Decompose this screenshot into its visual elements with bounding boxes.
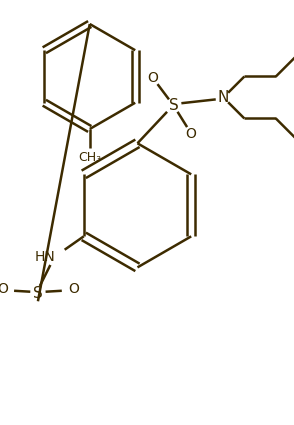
Text: O: O: [0, 282, 8, 296]
Text: CH₃: CH₃: [78, 151, 101, 164]
Text: O: O: [186, 127, 196, 141]
Text: O: O: [68, 282, 79, 296]
Text: N: N: [218, 90, 229, 105]
Text: O: O: [147, 71, 158, 85]
Text: S: S: [33, 286, 43, 301]
Text: HN: HN: [34, 250, 55, 264]
Text: S: S: [169, 98, 179, 113]
